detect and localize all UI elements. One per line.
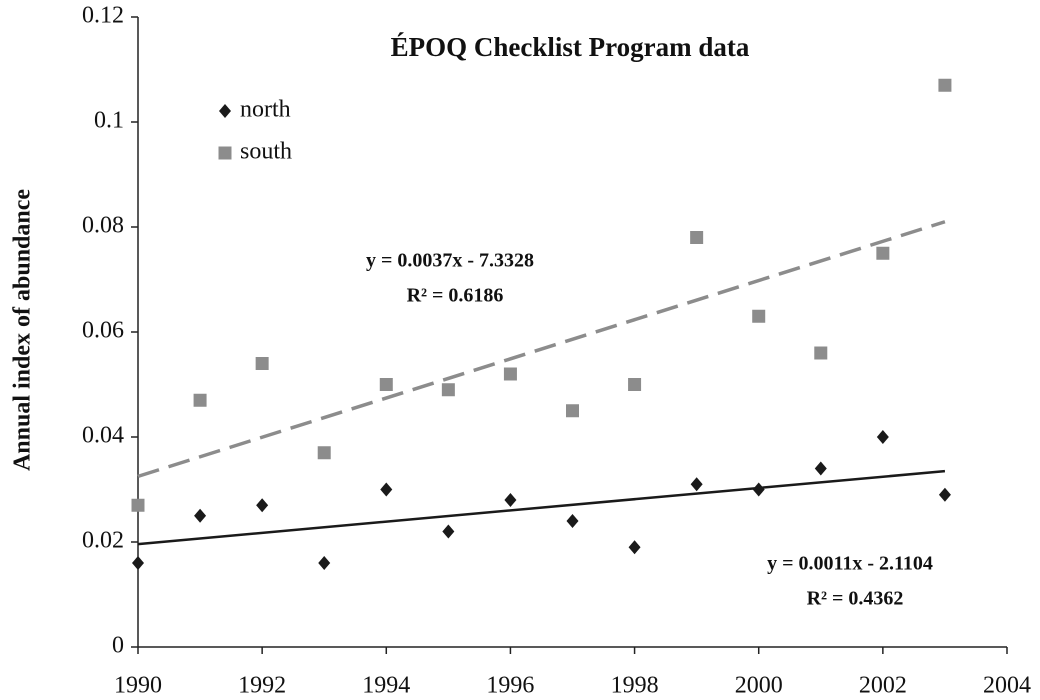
legend-marker	[218, 146, 232, 160]
point	[566, 514, 579, 528]
x-tick-label: 1990	[114, 673, 162, 699]
y-tick-label: 0.12	[82, 3, 124, 29]
x-tick-label: 1998	[611, 673, 659, 699]
point	[442, 524, 455, 539]
point	[938, 487, 951, 502]
point	[628, 378, 642, 391]
point	[255, 357, 269, 370]
point	[938, 78, 952, 92]
point	[876, 246, 890, 260]
y-tick-label: 0.04	[82, 423, 124, 449]
legend-marker	[219, 104, 231, 118]
point	[566, 404, 579, 418]
x-tick-label: 2004	[983, 673, 1031, 699]
point	[752, 309, 766, 323]
point	[628, 540, 641, 555]
trend-equation: y = 0.0037x - 7.3328	[366, 250, 534, 272]
y-tick-label: 0.08	[82, 213, 124, 239]
legend-label: north	[240, 97, 291, 123]
y-tick-label: 0.06	[82, 318, 124, 344]
x-tick-label: 1992	[238, 673, 286, 699]
trend-equation: y = 0.0011x - 2.1104	[767, 553, 933, 575]
point	[132, 556, 144, 570]
trend-equation: R² = 0.4362	[807, 588, 904, 610]
point	[441, 383, 455, 397]
point	[876, 430, 889, 444]
point	[690, 477, 703, 492]
legend-label: south	[240, 139, 292, 165]
y-tick-label: 0	[112, 633, 124, 659]
point	[318, 556, 331, 570]
trendline	[137, 469, 946, 546]
point	[194, 508, 207, 523]
y-axis-label: Annual index of abundance	[10, 189, 36, 471]
point	[814, 461, 827, 476]
x-tick-label: 2002	[859, 673, 907, 699]
point	[256, 498, 269, 513]
y-tick-label: 0.02	[82, 528, 124, 554]
point	[752, 482, 765, 497]
legend: north south	[218, 97, 292, 165]
point	[379, 378, 393, 391]
point	[193, 393, 207, 407]
point	[504, 493, 517, 507]
chart-title: ÉPOQ Checklist Program data	[391, 32, 750, 62]
trend-equation: R² = 0.6186	[407, 285, 504, 307]
point	[380, 482, 393, 497]
point	[131, 498, 145, 512]
point	[503, 367, 517, 381]
x-tick-label: 1994	[362, 673, 410, 699]
x-tick-label: 1996	[486, 673, 534, 699]
point	[690, 231, 704, 244]
trendline	[137, 220, 946, 479]
point	[814, 346, 828, 360]
point	[317, 446, 331, 460]
x-tick-label: 2000	[735, 673, 783, 699]
y-tick-label: 0.1	[94, 108, 124, 134]
